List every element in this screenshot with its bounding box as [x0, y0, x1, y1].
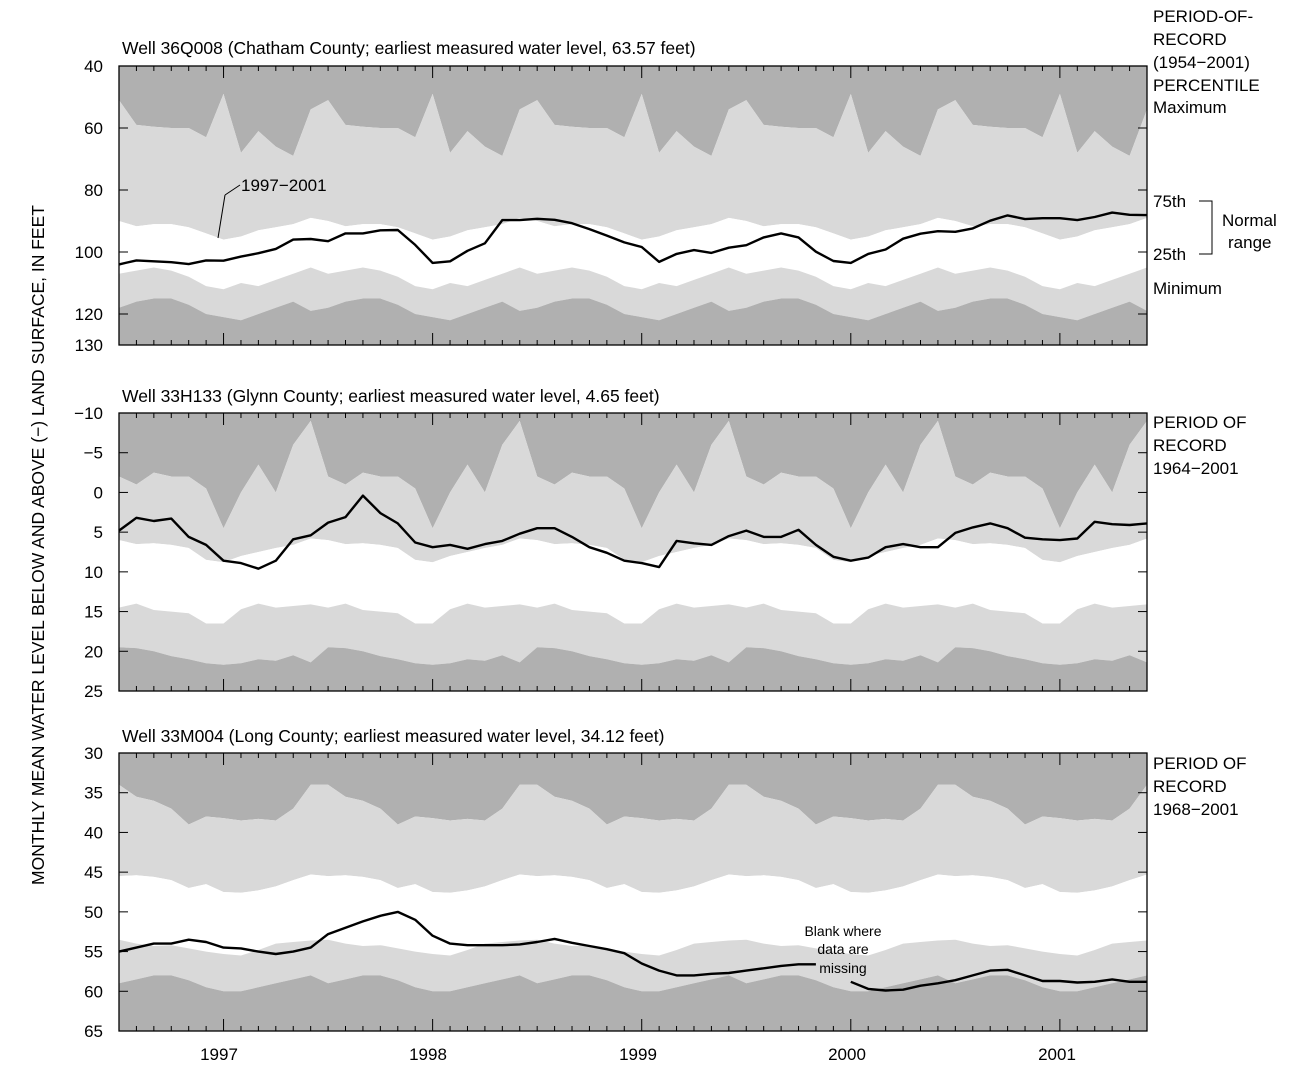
legend-normal: Normal — [1222, 211, 1277, 230]
band-above-maximum — [119, 413, 1147, 529]
period-label-3: 1968−2001 — [1153, 800, 1239, 819]
band-above-maximum — [119, 66, 1147, 156]
band-normal-range — [119, 538, 1147, 624]
y-tick-label: 15 — [84, 603, 103, 622]
plot-area: 30 35 40 45 50 55 60 65 — [84, 744, 1148, 1041]
plot-area: 40 60 80 100 120 130 — [75, 57, 1148, 355]
panel-well-36Q008: Well 36Q008 (Chatham County; earliest me… — [75, 7, 1277, 355]
panel-title: Well 33H133 (Glynn County; earliest meas… — [122, 386, 660, 406]
band-above-maximum — [119, 753, 1147, 825]
period-label-1: PERIOD OF — [1153, 413, 1247, 432]
y-tick-label: 40 — [84, 57, 103, 76]
legend-maximum: Maximum — [1153, 98, 1227, 117]
legend-p75: 75th — [1153, 192, 1186, 211]
y-tick-label: 100 — [75, 243, 103, 262]
x-tick-label: 1997 — [200, 1045, 238, 1064]
band-normal-range — [119, 874, 1147, 956]
period-label-1: PERIOD OF — [1153, 754, 1247, 773]
missing-note-1: Blank where — [804, 923, 881, 939]
y-axis-label: MONTHLY MEAN WATER LEVEL BELOW AND ABOVE… — [28, 205, 48, 885]
legend-range: range — [1228, 233, 1271, 252]
y-tick-label: 60 — [84, 982, 103, 1001]
panel-well-33M004: Well 33M004 (Long County; earliest measu… — [84, 726, 1246, 1041]
band-below-minimum — [119, 298, 1147, 345]
y-tick-label: 20 — [84, 642, 103, 661]
x-tick-label: 1999 — [619, 1045, 657, 1064]
period-label-2: RECORD — [1153, 777, 1227, 796]
legend: PERIOD-OF- RECORD (1954−2001) PERCENTILE… — [1153, 7, 1277, 298]
x-axis-labels: 1997 1998 1999 2000 2001 — [200, 1045, 1076, 1064]
y-tick-label: −10 — [74, 404, 103, 423]
y-tick-label: 40 — [84, 823, 103, 842]
band-normal-range — [119, 217, 1147, 290]
annotation-label: 1997−2001 — [241, 176, 327, 195]
band-below-minimum — [119, 647, 1147, 691]
band-maximum-to-75th — [119, 784, 1147, 893]
band-25th-to-minimum — [119, 267, 1147, 321]
legend-minimum: Minimum — [1153, 279, 1222, 298]
y-tick-label: 0 — [94, 483, 103, 502]
x-tick-label: 2001 — [1038, 1045, 1076, 1064]
legend-line-1: PERIOD-OF- — [1153, 7, 1253, 26]
plot-frame — [118, 752, 1148, 1032]
panel-well-33H133: Well 33H133 (Glynn County; earliest meas… — [74, 386, 1246, 701]
period-label-3: 1964−2001 — [1153, 459, 1239, 478]
y-tick-label: 5 — [94, 523, 103, 542]
annotation-leader — [217, 194, 226, 239]
plot-area: −10 −5 0 5 10 15 20 25 — [74, 404, 1148, 701]
x-tick-label: 1998 — [409, 1045, 447, 1064]
y-tick-label: 50 — [84, 903, 103, 922]
panel-title: Well 36Q008 (Chatham County; earliest me… — [122, 38, 696, 58]
y-tick-label: 60 — [84, 119, 103, 138]
normal-range-bracket — [1199, 200, 1213, 255]
water-level-series — [118, 211, 1148, 266]
legend-p25: 25th — [1153, 245, 1186, 264]
legend-line-4: PERCENTILE — [1153, 76, 1260, 95]
plot-frame — [118, 65, 1148, 346]
period-label-2: RECORD — [1153, 436, 1227, 455]
y-tick-label: −5 — [84, 444, 103, 463]
y-tick-label: 65 — [84, 1022, 103, 1041]
y-tick-label: 10 — [84, 563, 103, 582]
y-tick-label: 25 — [84, 682, 103, 701]
y-tick-label: 30 — [84, 744, 103, 763]
y-tick-label: 120 — [75, 305, 103, 324]
y-tick-label: 130 — [75, 336, 103, 355]
panel-title: Well 33M004 (Long County; earliest measu… — [122, 726, 664, 746]
plot-frame — [118, 412, 1148, 692]
annotation-leader-tick — [224, 184, 241, 196]
missing-note-2: data are — [817, 941, 869, 957]
missing-note-3: missing — [819, 960, 866, 976]
band-maximum-to-75th — [119, 93, 1147, 240]
y-tick-label: 35 — [84, 784, 103, 803]
band-25th-to-minimum — [119, 939, 1147, 992]
water-level-series — [118, 494, 1148, 570]
y-tick-label: 55 — [84, 943, 103, 962]
legend-line-3: (1954−2001) — [1153, 53, 1250, 72]
water-level-series — [118, 910, 1147, 992]
band-25th-to-minimum — [119, 603, 1147, 665]
x-tick-label: 2000 — [828, 1045, 866, 1064]
band-maximum-to-75th — [119, 420, 1147, 563]
legend-line-2: RECORD — [1153, 30, 1227, 49]
y-tick-label: 80 — [84, 181, 103, 200]
y-tick-label: 45 — [84, 863, 103, 882]
